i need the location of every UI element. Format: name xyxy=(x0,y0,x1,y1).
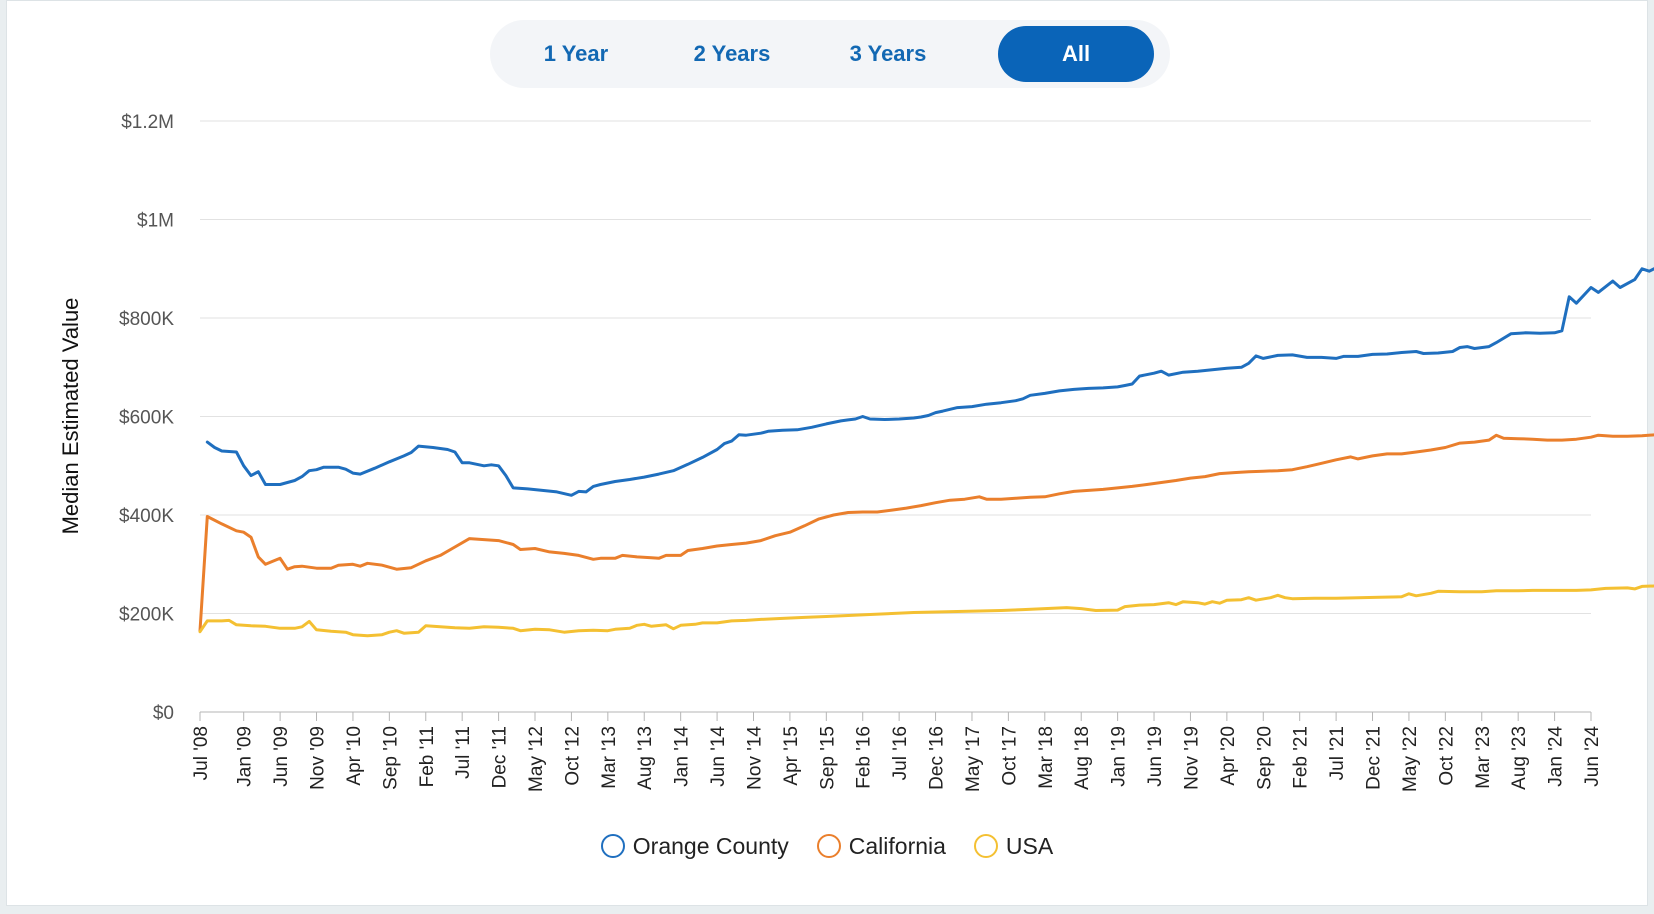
y-tick-label: $1.2M xyxy=(121,112,174,133)
circle-icon xyxy=(600,834,625,858)
legend-item-california[interactable]: California xyxy=(816,832,946,860)
x-tick-label: Jun '19 xyxy=(1145,726,1166,787)
legend-label: Orange County xyxy=(632,832,789,859)
x-tick-label: Sep '10 xyxy=(380,726,401,790)
range-2-years-button[interactable]: 2 Years xyxy=(654,26,810,82)
y-axis-ticks: $0 $200K $400K $600K $800K $1M $1.2M xyxy=(119,112,174,724)
x-tick-label: Jan '14 xyxy=(672,726,693,787)
x-tick-label: May '17 xyxy=(963,726,984,792)
x-tick-label: Jun '24 xyxy=(1582,726,1603,787)
x-tick-label: Jul '11 xyxy=(453,726,474,779)
x-tick-label: Jun '09 xyxy=(271,726,292,787)
x-tick-label: Jan '24 xyxy=(1546,726,1567,787)
x-tick-label: Mar '13 xyxy=(599,726,620,789)
x-tick-label: Feb '16 xyxy=(854,726,875,789)
range-1-year-button[interactable]: 1 Year xyxy=(498,26,654,82)
x-tick-label: Oct '22 xyxy=(1436,726,1457,786)
y-tick-label: $200K xyxy=(119,605,174,626)
x-tick-label: Dec '11 xyxy=(490,726,511,788)
x-tick-label: Apr '20 xyxy=(1218,726,1239,786)
x-tick-label: Jul '08 xyxy=(191,726,212,780)
series-lines xyxy=(198,145,1654,638)
x-tick-label: Jun '14 xyxy=(708,726,729,787)
x-tick-label: Aug '23 xyxy=(1509,726,1530,790)
x-tick-label: Jan '09 xyxy=(235,726,256,787)
x-tick-label: Mar '18 xyxy=(1036,726,1057,789)
x-tick-label: May '12 xyxy=(526,726,547,792)
x-tick-label: Apr '10 xyxy=(344,726,365,786)
x-tick-label: Aug '13 xyxy=(635,726,656,790)
range-all-button[interactable]: All xyxy=(998,26,1154,82)
x-tick-label: Sep '15 xyxy=(817,726,838,790)
y-axis-label: Median Estimated Value xyxy=(58,298,83,535)
legend-label: USA xyxy=(1005,832,1054,859)
range-3-years-button[interactable]: 3 Years xyxy=(810,26,966,82)
series-line-california[interactable] xyxy=(198,320,1654,633)
x-tick-label: Jan '19 xyxy=(1109,726,1130,787)
x-tick-label: Jul '16 xyxy=(890,726,911,780)
legend-item-orange-county[interactable]: Orange County xyxy=(600,832,789,860)
legend: Orange County California USA xyxy=(0,826,1654,866)
x-tick-label: May '22 xyxy=(1400,726,1421,792)
x-tick-label: Feb '21 xyxy=(1291,726,1312,789)
x-tick-label: Oct '17 xyxy=(999,726,1020,786)
legend-label: California xyxy=(848,832,946,859)
series-line-orange-county[interactable] xyxy=(205,145,1654,497)
circle-icon xyxy=(973,834,998,858)
series-line-usa[interactable] xyxy=(198,530,1654,638)
x-tick-label: Sep '20 xyxy=(1254,726,1275,790)
x-tick-label: Jul '21 xyxy=(1327,726,1348,780)
x-tick-label: Oct '12 xyxy=(562,726,583,786)
x-tick-label: Mar '23 xyxy=(1473,726,1494,789)
x-tick-label: Dec '16 xyxy=(927,726,948,790)
x-axis-ticks: Jul '08 Jan '09 Jun '09 Nov '09 Apr '10 Sep '… xyxy=(191,712,1603,792)
x-tick-label: Aug '18 xyxy=(1072,726,1093,790)
x-tick-label: Dec '21 xyxy=(1364,726,1385,790)
legend-item-usa[interactable]: USA xyxy=(973,832,1054,860)
x-tick-label: Feb '11 xyxy=(417,726,438,787)
x-tick-label: Nov '19 xyxy=(1181,726,1202,790)
y-tick-label: $800K xyxy=(119,309,174,330)
x-tick-label: Nov '09 xyxy=(308,726,329,790)
chart-card xyxy=(6,0,1648,906)
circle-icon xyxy=(816,834,841,858)
y-tick-label: $400K xyxy=(119,506,174,527)
grid-lines xyxy=(200,120,1591,713)
y-tick-label: $1M xyxy=(137,211,174,232)
x-tick-label: Apr '15 xyxy=(781,726,802,786)
y-tick-label: $0 xyxy=(153,703,174,724)
y-tick-label: $600K xyxy=(119,408,174,429)
x-tick-label: Nov '14 xyxy=(744,726,765,790)
time-range-toggle: 1 Year 2 Years 3 Years All xyxy=(490,20,1170,88)
